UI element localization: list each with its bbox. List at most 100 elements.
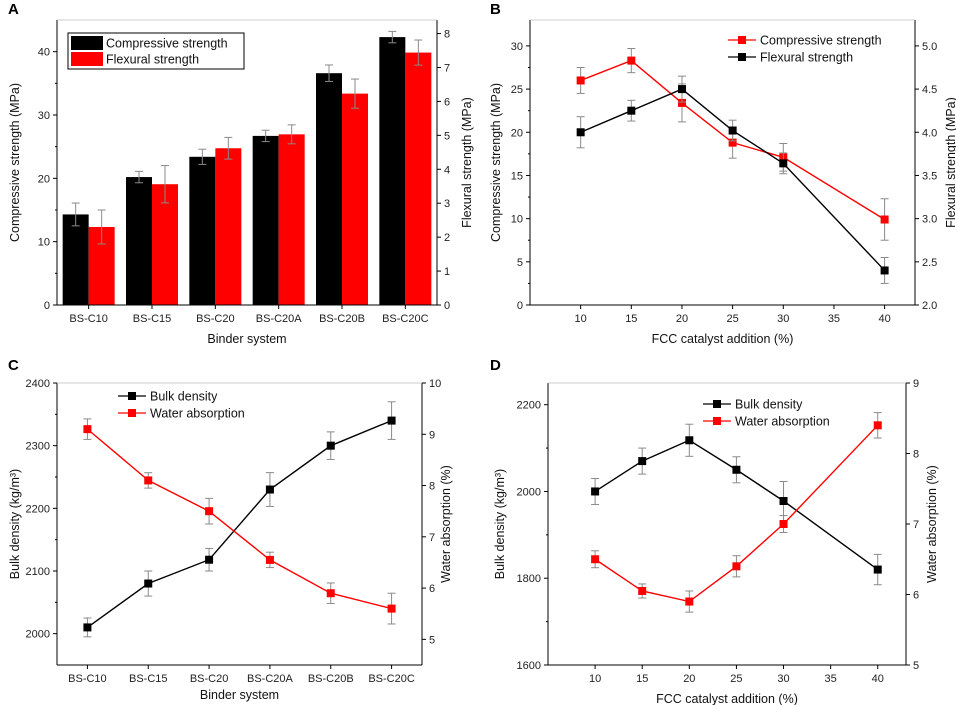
panel-b-xtick-label: 40 xyxy=(878,313,890,325)
panel-b-data-point xyxy=(728,126,737,135)
panel-d-xtick-label: 30 xyxy=(777,673,789,685)
panel-c-data-point xyxy=(387,604,396,613)
panel-d-ytick-label-right: 6 xyxy=(913,590,919,602)
panel-d-ytick-label-right: 5 xyxy=(913,660,919,672)
panel-d-xtick-label: 10 xyxy=(589,673,601,685)
panel-a-xtick-label: BS-C20B xyxy=(319,313,365,325)
panel-b-xlabel: FCC catalyst addition (%) xyxy=(652,332,794,346)
panel-a-ytick-label-right: 6 xyxy=(444,96,450,108)
panel-c-data-point xyxy=(205,555,214,564)
panel-a-ytick-label-right: 0 xyxy=(444,300,450,312)
panel-d-xtick-label: 25 xyxy=(730,673,742,685)
panel-b-data-point xyxy=(880,266,889,275)
panel-a-bar-flexural xyxy=(278,134,305,305)
panel-c-xtick-label: BS-C15 xyxy=(129,673,168,685)
panel-d-data-point xyxy=(732,562,741,571)
panel-b-xtick-label: 20 xyxy=(676,313,688,325)
panel-d-legend-label: Bulk density xyxy=(735,398,803,412)
panel-c-legend-label: Bulk density xyxy=(150,390,218,404)
panel-a-ytick-label-right: 4 xyxy=(444,164,450,176)
panel-b-data-point xyxy=(728,138,737,147)
panel-a-ytick-label-right: 2 xyxy=(444,232,450,244)
panel-b-xtick-label: 15 xyxy=(625,313,637,325)
panel-c-series-line xyxy=(86,428,392,610)
panel-d-xtick-label: 40 xyxy=(872,673,884,685)
panel-b-data-point xyxy=(779,159,788,168)
panel-d-data-point xyxy=(685,597,694,606)
panel-b-ytick-label-left: 10 xyxy=(511,214,523,226)
panel-b-xtick-label: 25 xyxy=(727,313,739,325)
panel-a-ylabel-left: Compressive strength (MPa) xyxy=(8,83,22,242)
panel-d-ylabel-left: Bulk density (kg/m³) xyxy=(493,469,507,579)
panel-d-xtick-label: 15 xyxy=(636,673,648,685)
panel-d-data-point xyxy=(873,565,882,574)
panel-a-ylabel-right: Flexural strength (MPa) xyxy=(460,97,474,228)
panel-a-legend-label: Compressive strength xyxy=(106,37,228,51)
panel-b-ytick-label-right: 3.0 xyxy=(922,214,937,226)
panel-a-bar-flexural xyxy=(152,184,178,305)
panel-a-xtick-label: BS-C20C xyxy=(382,313,429,325)
panel-d-ytick-label-right: 9 xyxy=(913,378,919,390)
panel-c-data-point xyxy=(326,589,335,598)
panel-c-legend-label: Water absorption xyxy=(150,407,245,421)
panel-a-bar-compressive xyxy=(252,135,279,305)
panel-a-ytick-label-right: 5 xyxy=(444,130,450,142)
panel-b-xtick-label: 30 xyxy=(777,313,789,325)
panel-a: A BS-C10 BS-C15 BS-C20 BS-C20A BS-C20B BS-C20C… xyxy=(8,1,474,346)
panel-c: C BS-C10 BS-C15 BS-C20 BS-C20A BS-C20B BS-C20C… xyxy=(8,357,453,702)
panel-d-data-point xyxy=(591,555,600,564)
panel-d-legend-marker xyxy=(713,400,721,408)
panel-c-legend-marker xyxy=(128,392,136,400)
panel-a-ytick-label-right: 8 xyxy=(444,29,450,41)
panel-d-data-point xyxy=(638,586,647,595)
panel-a-ytick-label-right: 1 xyxy=(444,266,450,278)
panel-b-legend-label: Compressive strength xyxy=(760,34,882,48)
panel-c-xtick-label: BS-C20A xyxy=(247,673,294,685)
panel-c-ytick-label-right: 9 xyxy=(429,429,435,441)
panel-b-ytick-label-right: 5.0 xyxy=(922,41,937,53)
panel-b-ytick-label-left: 0 xyxy=(517,300,523,312)
panel-b-data-point xyxy=(576,128,585,137)
panel-c-data-point xyxy=(387,416,396,425)
panel-b-ytick-label-right: 2.0 xyxy=(922,300,937,312)
panel-b-series-line xyxy=(580,59,885,221)
panel-a-ytick-label-left: 30 xyxy=(38,110,50,122)
panel-d-data-point xyxy=(779,497,788,506)
panel-a-bar-compressive xyxy=(189,156,216,305)
panel-d-xtick-label: 20 xyxy=(683,673,695,685)
panel-c-xtick-label: BS-C20C xyxy=(368,673,415,685)
panel-a-ytick-label-left: 20 xyxy=(38,173,50,185)
panel-b-ylabel-left: Compressive strength (MPa) xyxy=(489,83,503,242)
panel-b-data-point xyxy=(627,106,636,115)
panel-d-data-point xyxy=(873,421,882,430)
panel-d-ytick-label-left: 2000 xyxy=(517,486,541,498)
panel-d-legend-label: Water absorption xyxy=(735,415,830,429)
panel-d: D 10 15 20 25 30 35 40 1600 1800 2000 2200 5 6 7 8 9 Bulk… xyxy=(490,357,939,705)
panel-c-ytick-label-right: 10 xyxy=(429,378,441,390)
panel-d-data-point xyxy=(732,465,741,474)
panel-c-data-point xyxy=(144,579,153,588)
panel-b-ylabel-right: Flexural strength (MPa) xyxy=(944,97,956,228)
panel-b-ytick-label-right: 4.0 xyxy=(922,127,937,139)
panel-c-series-line xyxy=(87,419,392,628)
panel-a-bar-flexural xyxy=(215,148,242,305)
panel-b-ytick-label-left: 15 xyxy=(511,170,523,182)
panel-a-xlabel: Binder system xyxy=(207,332,286,346)
panel-b: B 10 15 20 25 30 35 40 0 5 10 15 20 25 30 2.0 2.5 3.0 3.5 4… xyxy=(489,1,956,346)
panel-c-ytick-label-left: 2100 xyxy=(26,566,50,578)
panel-d-ytick-label-right: 7 xyxy=(913,519,919,531)
panel-b-data-point xyxy=(576,76,585,85)
panel-c-ytick-label-left: 2200 xyxy=(26,503,50,515)
panel-a-legend-swatch xyxy=(71,36,103,50)
panel-d-label: D xyxy=(490,357,501,374)
panel-b-series-line xyxy=(580,88,886,271)
panel-b-xtick-label: 10 xyxy=(575,313,587,325)
panel-a-bar-flexural xyxy=(405,52,432,306)
panel-a-bar-flexural xyxy=(342,93,368,305)
panel-a-xtick-label: BS-C10 xyxy=(69,313,108,325)
panel-a-label: A xyxy=(8,1,19,18)
panel-b-legend-marker xyxy=(738,36,746,44)
panel-d-ytick-label-left: 1800 xyxy=(517,573,541,585)
panel-c-xtick-label: BS-C20 xyxy=(190,673,229,685)
panel-d-ylabel-right: Water absorption (%) xyxy=(925,465,939,583)
